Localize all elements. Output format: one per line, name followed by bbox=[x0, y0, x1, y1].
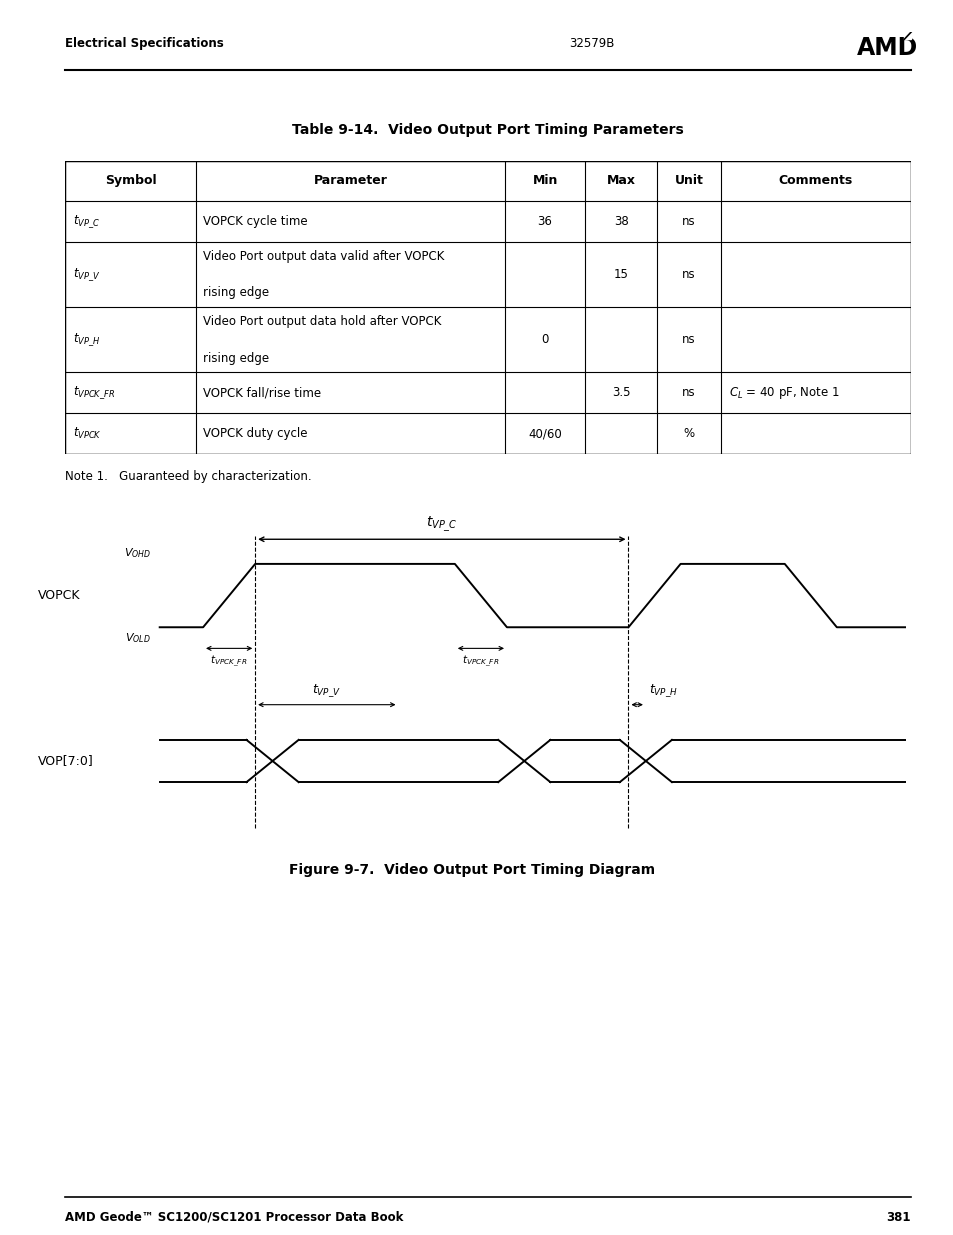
Text: VOP[7:0]: VOP[7:0] bbox=[38, 755, 93, 767]
Text: $t_{VP\_C}$: $t_{VP\_C}$ bbox=[426, 515, 457, 534]
Text: VOPCK duty cycle: VOPCK duty cycle bbox=[203, 427, 307, 440]
Text: $t_{VP\_V}$: $t_{VP\_V}$ bbox=[73, 267, 101, 283]
Text: ns: ns bbox=[681, 333, 695, 346]
Polygon shape bbox=[903, 32, 910, 40]
Text: AMD: AMD bbox=[856, 36, 917, 61]
Text: 36: 36 bbox=[537, 215, 552, 228]
Text: $t_{VPCK\_FR}$: $t_{VPCK\_FR}$ bbox=[73, 384, 115, 401]
Text: Comments: Comments bbox=[778, 174, 852, 188]
Text: $t_{VPCK}$: $t_{VPCK}$ bbox=[73, 426, 102, 441]
Polygon shape bbox=[671, 740, 905, 782]
Text: $t_{VPCK\_FR}$: $t_{VPCK\_FR}$ bbox=[211, 653, 248, 669]
Text: Figure 9-7.  Video Output Port Timing Diagram: Figure 9-7. Video Output Port Timing Dia… bbox=[289, 863, 655, 877]
Text: Electrical Specifications: Electrical Specifications bbox=[65, 37, 223, 49]
Text: 0: 0 bbox=[541, 333, 548, 346]
Text: 3.5: 3.5 bbox=[612, 387, 630, 399]
Text: 32579B: 32579B bbox=[568, 37, 614, 49]
Text: $t_{VP\_V}$: $t_{VP\_V}$ bbox=[312, 683, 341, 699]
Text: Note 1.   Guaranteed by characterization.: Note 1. Guaranteed by characterization. bbox=[65, 469, 312, 483]
Text: rising edge: rising edge bbox=[203, 352, 269, 364]
Text: AMD Geode™ SC1200/SC1201 Processor Data Book: AMD Geode™ SC1200/SC1201 Processor Data … bbox=[65, 1210, 403, 1224]
Text: Min: Min bbox=[532, 174, 558, 188]
Text: rising edge: rising edge bbox=[203, 287, 269, 299]
Text: 15: 15 bbox=[613, 268, 628, 282]
Text: $t_{VP\_H}$: $t_{VP\_H}$ bbox=[73, 331, 100, 348]
Text: $V_{OHD}$: $V_{OHD}$ bbox=[124, 547, 151, 561]
Text: VOPCK cycle time: VOPCK cycle time bbox=[203, 215, 307, 228]
Text: Parameter: Parameter bbox=[314, 174, 387, 188]
Text: VOPCK: VOPCK bbox=[38, 589, 81, 603]
Polygon shape bbox=[298, 740, 497, 782]
Text: Symbol: Symbol bbox=[105, 174, 156, 188]
Text: $t_{VPCK\_FR}$: $t_{VPCK\_FR}$ bbox=[461, 653, 499, 669]
Text: Max: Max bbox=[606, 174, 635, 188]
Text: $V_{OLD}$: $V_{OLD}$ bbox=[125, 631, 151, 645]
Text: ns: ns bbox=[681, 215, 695, 228]
Text: ns: ns bbox=[681, 268, 695, 282]
Text: 381: 381 bbox=[885, 1210, 910, 1224]
Text: ns: ns bbox=[681, 387, 695, 399]
Text: Unit: Unit bbox=[674, 174, 702, 188]
Text: 40/60: 40/60 bbox=[528, 427, 561, 440]
Text: Video Port output data valid after VOPCK: Video Port output data valid after VOPCK bbox=[203, 249, 444, 263]
Text: Video Port output data hold after VOPCK: Video Port output data hold after VOPCK bbox=[203, 315, 440, 329]
Text: 38: 38 bbox=[613, 215, 628, 228]
Text: $t_{VP\_C}$: $t_{VP\_C}$ bbox=[73, 214, 100, 230]
Text: Table 9-14.  Video Output Port Timing Parameters: Table 9-14. Video Output Port Timing Par… bbox=[292, 124, 683, 137]
Text: VOPCK fall/rise time: VOPCK fall/rise time bbox=[203, 387, 320, 399]
Text: $C_L$ = 40 pF, Note 1: $C_L$ = 40 pF, Note 1 bbox=[728, 385, 839, 401]
Text: %: % bbox=[682, 427, 694, 440]
Text: $t_{VP\_H}$: $t_{VP\_H}$ bbox=[648, 683, 677, 699]
